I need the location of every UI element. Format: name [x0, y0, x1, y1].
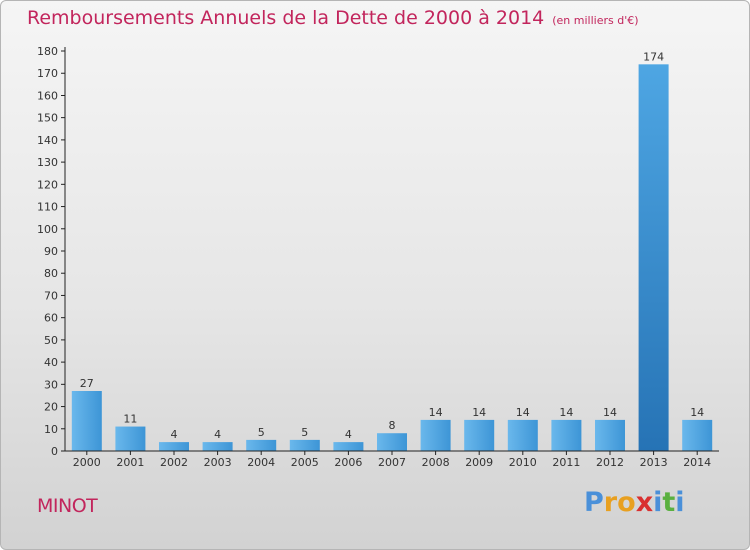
bar-2012: [595, 419, 625, 451]
y-tick-label: 60: [44, 312, 58, 325]
x-tick-label: 2007: [378, 456, 406, 469]
y-tick-label: 140: [37, 134, 58, 147]
bar-value-label: 27: [80, 377, 94, 390]
proxiti-logo: Proxiti: [584, 487, 685, 518]
x-tick-label: 2012: [596, 456, 624, 469]
bar-2005: [289, 439, 320, 451]
y-tick-label: 70: [44, 289, 58, 302]
x-tick-label: 2010: [509, 456, 537, 469]
x-tick-label: 2005: [291, 456, 319, 469]
x-tick-label: 2003: [204, 456, 232, 469]
y-tick-label: 120: [37, 178, 58, 191]
y-tick-label: 100: [37, 223, 58, 236]
bar-2014: [682, 419, 713, 451]
bar-value-label: 4: [171, 428, 178, 441]
bar-2004: [246, 439, 277, 451]
y-tick-label: 180: [37, 45, 58, 58]
bar-value-label: 14: [472, 406, 486, 419]
bar-value-label: 14: [603, 406, 617, 419]
bars-group: 27 11 4 4 5 5 4 8 14 14 14 14 14 174 14: [71, 50, 713, 452]
x-tick-label: 2011: [552, 456, 580, 469]
y-tick-label: 0: [51, 445, 58, 458]
x-tick-label: 2013: [640, 456, 668, 469]
x-tick-label: 2009: [465, 456, 493, 469]
bar-2003: [202, 442, 233, 451]
logo-letter: P: [584, 487, 604, 518]
x-tick-label: 2000: [73, 456, 101, 469]
logo-letter: i: [653, 487, 663, 518]
x-tick-label: 2001: [116, 456, 144, 469]
y-tick-label: 90: [44, 245, 58, 258]
bar-value-label: 14: [429, 406, 443, 419]
bar-value-label: 8: [389, 419, 396, 432]
logo-letter: o: [617, 487, 636, 518]
bar-2010: [507, 419, 538, 451]
bar-value-label: 14: [516, 406, 530, 419]
bar-value-label: 4: [214, 428, 221, 441]
bar-2007: [377, 433, 407, 451]
bar-value-label: 14: [690, 406, 704, 419]
chart-title-text: Remboursements Annuels de la Dette de 20…: [27, 7, 545, 29]
y-tick-label: 130: [37, 156, 58, 169]
chart-title: Remboursements Annuels de la Dette de 20…: [27, 7, 639, 29]
logo-letter: i: [675, 487, 685, 518]
y-tick-label: 10: [44, 423, 58, 436]
x-tick-label: 2006: [334, 456, 362, 469]
y-tick-label: 30: [44, 378, 58, 391]
x-tick-label: 2004: [247, 456, 275, 469]
x-tick-label: 2008: [422, 456, 450, 469]
y-tick-label: 50: [44, 334, 58, 347]
logo-letter: r: [603, 487, 618, 518]
bar-2013: [638, 64, 669, 452]
y-tick-label: 80: [44, 267, 58, 280]
y-tick-label: 170: [37, 67, 58, 80]
bar-2000: [71, 391, 102, 451]
y-tick-label: 110: [37, 201, 58, 214]
x-tick-label: 2014: [683, 456, 711, 469]
bar-value-label: 5: [258, 426, 265, 439]
bar-value-label: 11: [123, 413, 137, 426]
bar-2006: [333, 442, 364, 451]
commune-name: MINOT: [37, 495, 98, 517]
logo-letter: t: [662, 487, 676, 518]
y-tick-label: 160: [37, 89, 58, 102]
y-tick-label: 40: [44, 356, 58, 369]
x-axis: 2000 2001 2002 2003 2004 2005 2006 2007 2008 2009…: [65, 450, 719, 469]
bar-value-label: 14: [559, 406, 573, 419]
bar-2008: [420, 419, 451, 451]
y-axis: 0 10 20 30 40 50 60 70 80 90 100 110 120 130 140 150 160…: [37, 45, 66, 458]
bar-2001: [115, 426, 146, 451]
bar-2011: [551, 419, 582, 451]
bar-2009: [464, 419, 495, 451]
y-tick-label: 20: [44, 401, 58, 414]
bar-2002: [159, 442, 189, 451]
chart-unit: (en milliers d'€): [552, 14, 639, 27]
bar-value-label: 174: [643, 50, 664, 63]
logo-letter: x: [635, 487, 654, 518]
bar-value-label: 5: [301, 426, 308, 439]
y-tick-label: 150: [37, 112, 58, 125]
x-tick-label: 2002: [160, 456, 188, 469]
bar-value-label: 4: [345, 428, 352, 441]
